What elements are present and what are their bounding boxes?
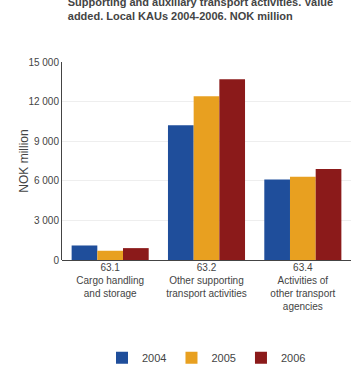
svg-text:63.1Cargo handlingand storage: 63.1Cargo handlingand storage	[76, 262, 144, 299]
svg-text:6 000: 6 000	[34, 175, 59, 186]
svg-text:12 000: 12 000	[28, 96, 59, 107]
svg-text:NOK million: NOK million	[17, 129, 31, 192]
svg-text:3 000: 3 000	[34, 215, 59, 226]
svg-text:15 000: 15 000	[28, 57, 59, 68]
svg-text:63.2Other supportingtransport: 63.2Other supportingtransport activities	[166, 262, 247, 299]
svg-text:9 000: 9 000	[34, 136, 59, 147]
svg-text:2006: 2006	[281, 352, 305, 364]
svg-text:0: 0	[53, 255, 59, 266]
svg-text:63.4Activities ofother transpo: 63.4Activities ofother transportagencies	[270, 262, 335, 312]
svg-text:2004: 2004	[142, 352, 166, 364]
svg-text:Supporting and auxiliary trans: Supporting and auxiliary transport activ…	[68, 0, 333, 22]
svg-text:2005: 2005	[211, 352, 235, 364]
